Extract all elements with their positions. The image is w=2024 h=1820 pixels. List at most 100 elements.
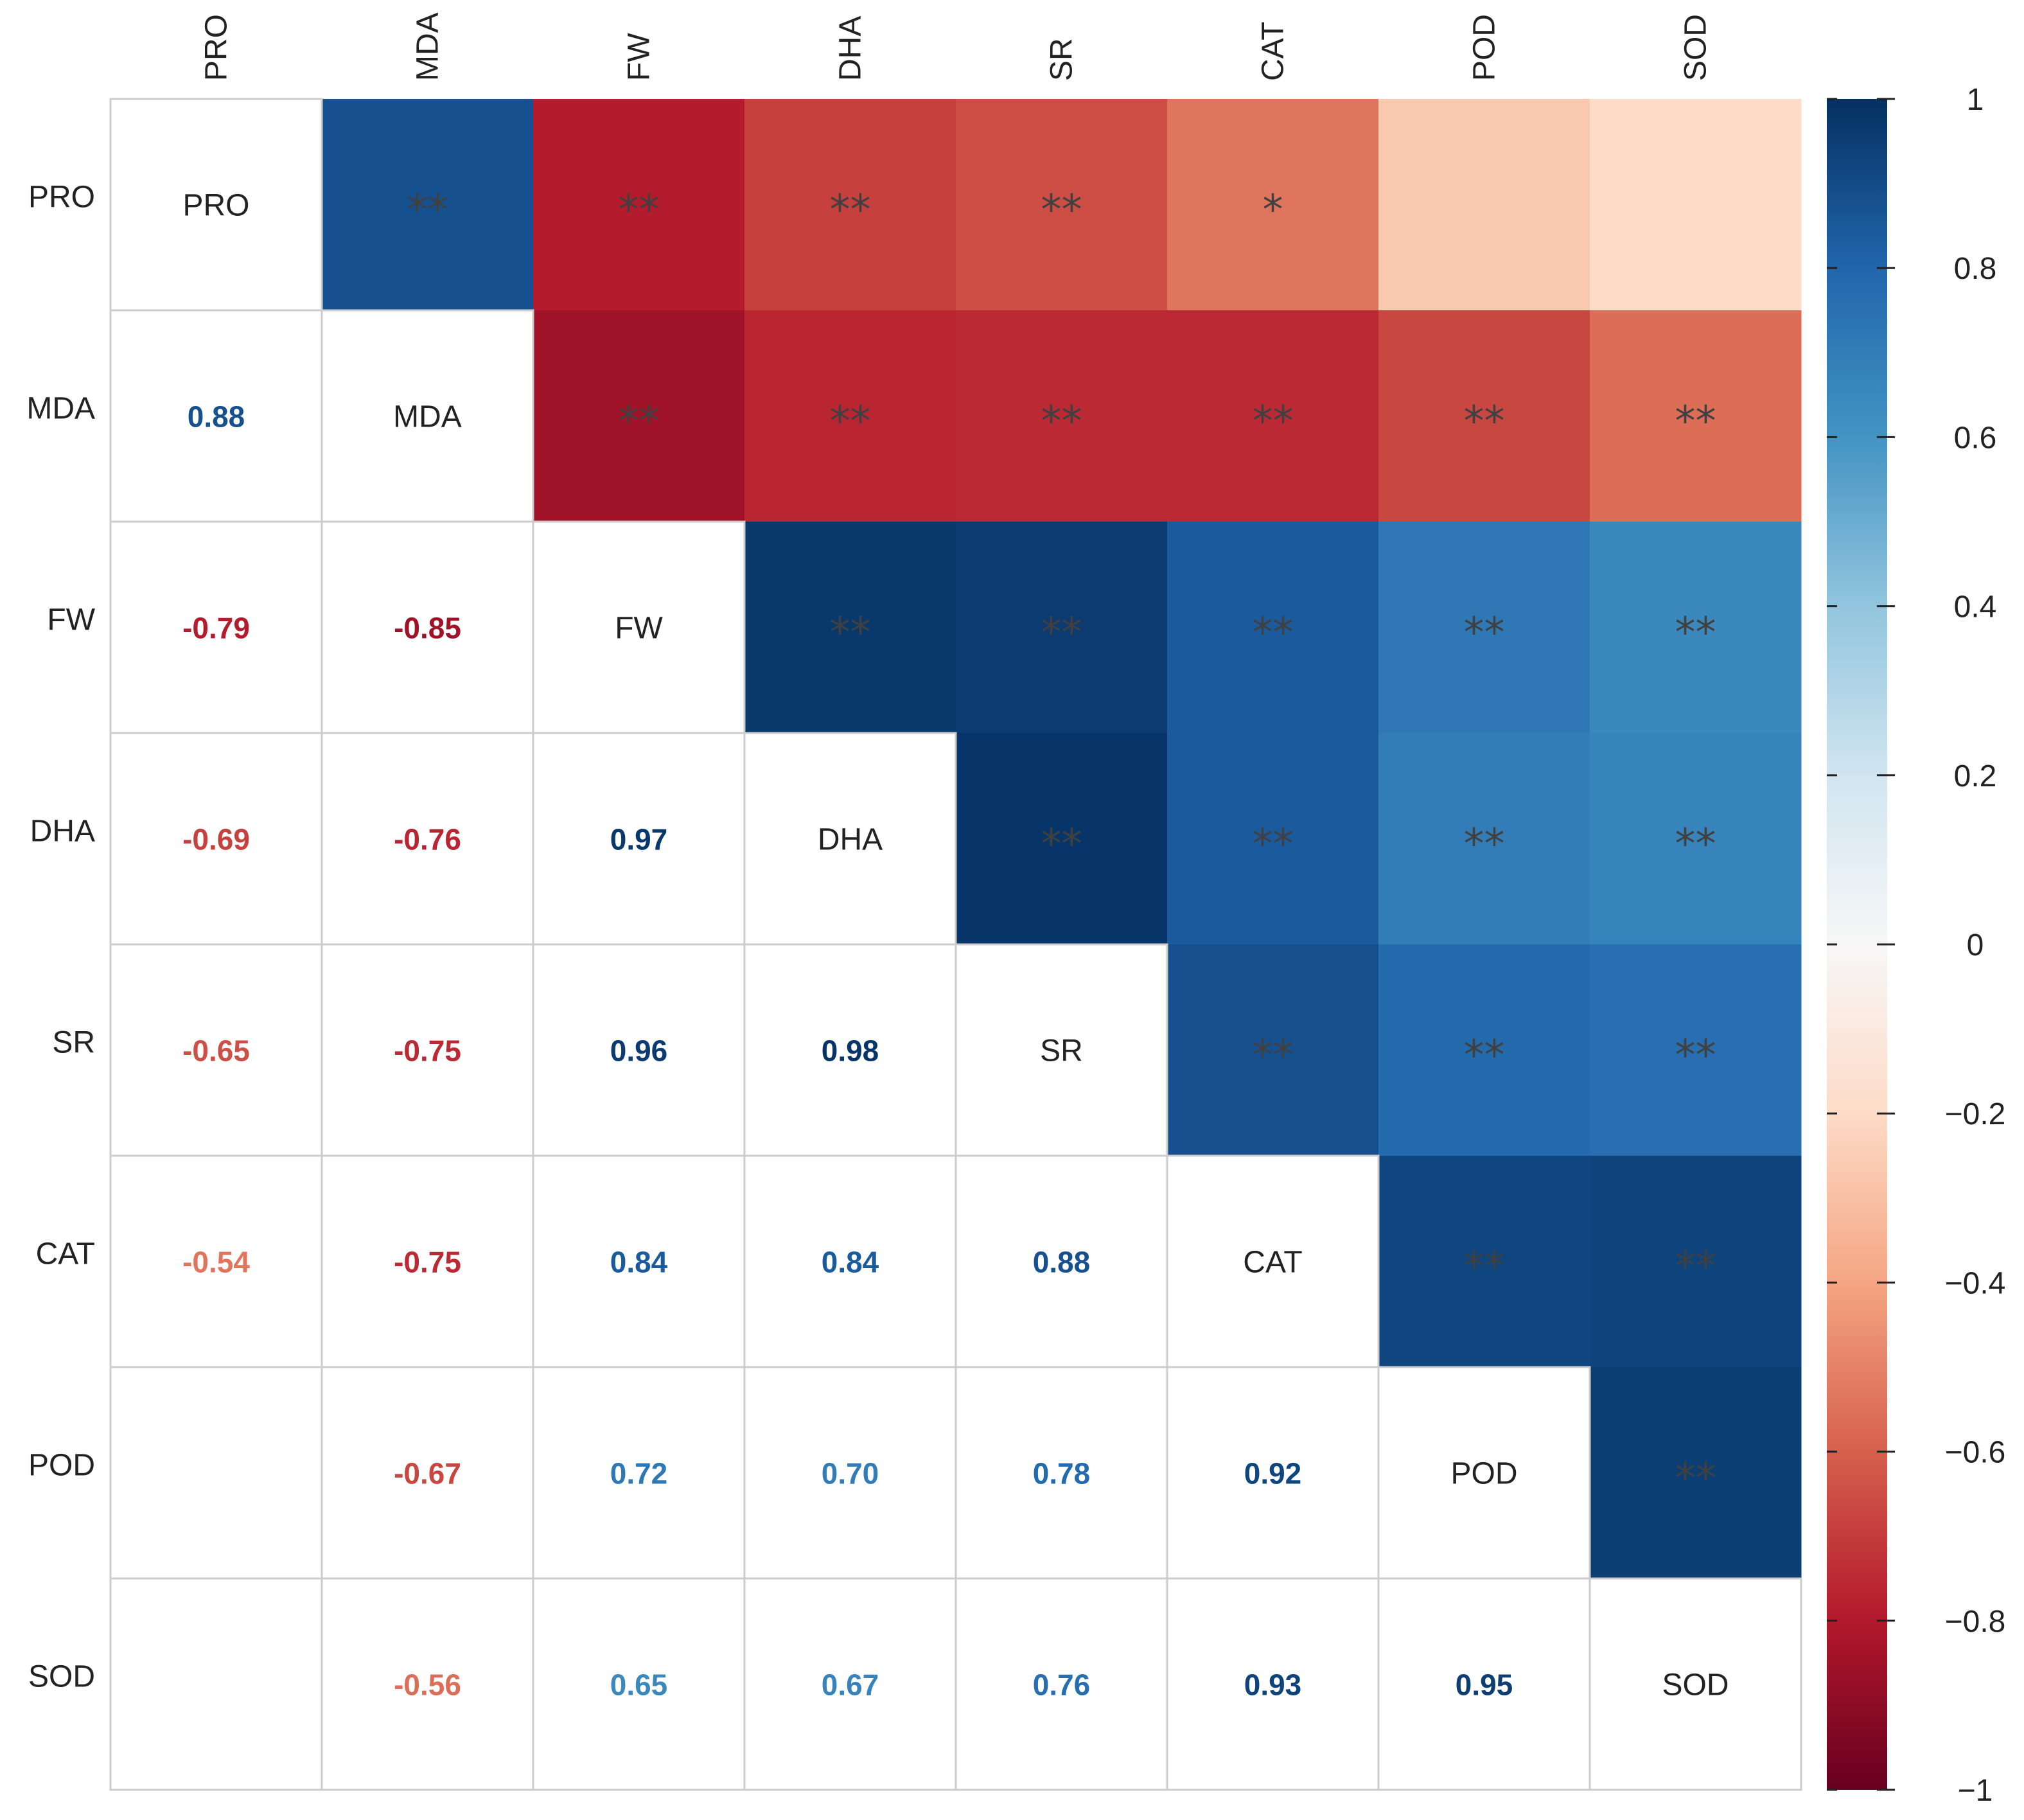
significance-stars: *: [1263, 187, 1283, 234]
coefficient-label-sr-mda: -0.75: [394, 1034, 461, 1068]
heatmap-cell-mda-dha: [744, 310, 956, 522]
heatmap-cell-text: PRO ** ** ** ** *0.88 MDA ** ** ** ** ** **-0.79 -0.8…: [182, 187, 1729, 1702]
heatmap-cell-pro-mda: [322, 99, 534, 311]
colorbar-tick-label: −0.6: [1945, 1436, 2006, 1470]
significance-stars: **: [1253, 610, 1294, 657]
colorbar-tick-label: 0.8: [1954, 252, 1997, 286]
diagonal-label-pro: PRO: [182, 189, 249, 223]
significance-stars: **: [1253, 1032, 1294, 1080]
heatmap-cell-pod-sod: [1590, 1367, 1802, 1579]
row-label-sr: SR: [52, 1026, 95, 1060]
coefficient-label-sr-fw: 0.96: [610, 1034, 668, 1068]
significance-stars: **: [407, 187, 448, 234]
colorbar-tick-label: −0.8: [1945, 1605, 2006, 1639]
coefficient-label-pod-mda: -0.67: [394, 1457, 461, 1490]
heatmap-cell-fw-sod: [1590, 522, 1802, 734]
significance-stars: **: [1675, 610, 1716, 657]
heatmap-cell-mda-sr: [956, 310, 1168, 522]
heatmap-cell-sr-cat: [1167, 944, 1379, 1156]
colorbar-tick-label: −0.4: [1945, 1266, 2006, 1300]
coefficient-label-sr-pro: -0.65: [182, 1034, 250, 1068]
column-label-sod: SOD: [1679, 14, 1713, 81]
heatmap-cell-dha-cat: [1167, 733, 1379, 945]
colorbar-tick-label: −0.2: [1945, 1097, 2006, 1131]
heatmap-grid: [109, 98, 1802, 1791]
diagonal-label-pod: POD: [1450, 1457, 1517, 1491]
column-label-dha: DHA: [834, 16, 868, 81]
significance-stars: **: [619, 187, 660, 234]
coefficient-label-sod-sr: 0.76: [1033, 1668, 1091, 1702]
coefficient-label-cat-pro: -0.54: [182, 1246, 250, 1279]
colorbar-tick-label: −1: [1958, 1774, 1993, 1808]
column-label-cat: CAT: [1256, 22, 1290, 81]
coefficient-label-sod-fw: 0.65: [610, 1668, 668, 1702]
coefficient-label-dha-mda: -0.76: [394, 823, 461, 856]
heatmap-cell-dha-pod: [1378, 733, 1590, 945]
heatmap-cell-pro-fw: [533, 99, 745, 311]
coefficient-label-sod-dha: 0.67: [822, 1668, 879, 1702]
diagonal-label-fw: FW: [615, 612, 663, 646]
column-labels: PRO MDA FW DHA SR CAT POD SOD: [200, 12, 1713, 81]
row-label-pod: POD: [28, 1449, 95, 1483]
coefficient-label-cat-sr: 0.88: [1033, 1246, 1091, 1279]
heatmap-cell-pro-sr: [956, 99, 1168, 311]
coefficient-label-sr-dha: 0.98: [822, 1034, 879, 1068]
row-label-cat: CAT: [36, 1237, 95, 1271]
coefficient-label-pod-dha: 0.70: [822, 1457, 879, 1490]
significance-stars: **: [830, 610, 871, 657]
coefficient-label-dha-pro: -0.69: [182, 823, 250, 856]
row-label-dha: DHA: [30, 815, 95, 849]
row-labels: PRO MDA FW DHA SR CAT POD SOD: [26, 181, 95, 1694]
coefficient-label-cat-fw: 0.84: [610, 1246, 668, 1279]
significance-stars: **: [830, 398, 871, 446]
diagonal-label-cat: CAT: [1243, 1246, 1302, 1280]
diagonal-label-sod: SOD: [1662, 1668, 1729, 1702]
diagonal-label-mda: MDA: [393, 400, 462, 434]
significance-stars: **: [1041, 187, 1082, 234]
heatmap-cell-fw-cat: [1167, 522, 1379, 734]
coefficient-label-sod-cat: 0.93: [1244, 1668, 1302, 1702]
heatmap-cell-cat-pod: [1378, 1156, 1590, 1368]
colorbar-tick-label: 0.6: [1954, 421, 1997, 455]
column-label-mda: MDA: [411, 12, 445, 81]
significance-stars: **: [830, 187, 871, 234]
significance-stars: **: [1464, 610, 1505, 657]
coefficient-label-cat-dha: 0.84: [822, 1246, 879, 1279]
significance-stars: **: [1464, 1244, 1505, 1291]
row-label-pro: PRO: [28, 181, 95, 215]
heatmap-cell-fw-sr: [956, 522, 1168, 734]
coefficient-label-dha-fw: 0.97: [610, 823, 668, 856]
column-label-sr: SR: [1045, 38, 1079, 81]
heatmap-cell-mda-fw: [533, 310, 745, 522]
significance-stars: **: [1464, 1032, 1505, 1080]
significance-stars: **: [1041, 821, 1082, 869]
significance-stars: **: [1253, 398, 1294, 446]
heatmap-cell-sr-sod: [1590, 944, 1802, 1156]
row-label-fw: FW: [47, 603, 95, 637]
significance-stars: **: [1675, 398, 1716, 446]
colorbar-tick-label: 0.4: [1954, 590, 1997, 624]
diagonal-label-sr: SR: [1040, 1034, 1083, 1068]
significance-stars: **: [1464, 821, 1505, 869]
heatmap-cell-fw-pod: [1378, 522, 1590, 734]
diagonal-label-dha: DHA: [818, 823, 883, 857]
significance-stars: **: [1464, 398, 1505, 446]
heatmap-cell-dha-sod: [1590, 733, 1802, 945]
column-label-pro: PRO: [200, 14, 234, 81]
coefficient-label-fw-mda: -0.85: [394, 612, 461, 645]
coefficient-label-pod-cat: 0.92: [1244, 1457, 1302, 1490]
heatmap-cell-pro-pod: [1378, 99, 1590, 311]
heatmap-cell-pro-sod: [1590, 99, 1802, 311]
coefficient-label-mda-pro: 0.88: [188, 400, 245, 434]
grid-cell-outline: [1588, 1577, 1802, 1791]
heatmap-cell-pro-cat: [1167, 99, 1379, 311]
colorbar: 1 0.8 0.6 0.4 0.2 0 −0.2 −0.4 −0.6 −0.8 −1: [1827, 83, 2005, 1808]
heatmap-cell-fw-dha: [744, 522, 956, 734]
heatmap-cell-mda-pod: [1378, 310, 1590, 522]
significance-stars: **: [619, 398, 660, 446]
row-label-sod: SOD: [28, 1660, 95, 1694]
heatmap-cells: [322, 99, 1802, 1579]
heatmap-cell-mda-sod: [1590, 310, 1802, 522]
row-label-mda: MDA: [26, 392, 95, 426]
